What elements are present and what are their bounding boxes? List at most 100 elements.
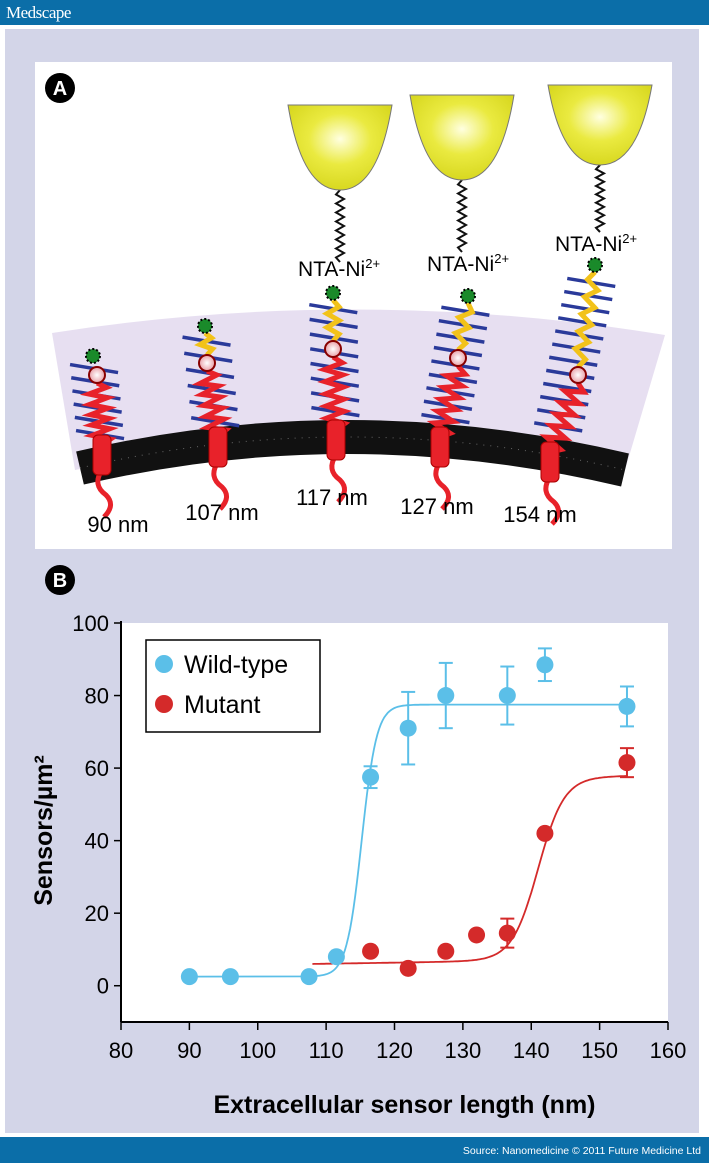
- cytoplasmic-tail: [433, 460, 451, 511]
- sensor-1: [69, 348, 125, 519]
- nta-superscript: 2+: [494, 251, 509, 266]
- footer-bar: Source: Nanomedicine © 2011 Future Medic…: [0, 1137, 709, 1163]
- bead-3: [547, 84, 653, 233]
- cytoplasmic-tail: [95, 468, 113, 519]
- nta-star-icon: [460, 288, 476, 304]
- x-tick-label: 100: [239, 1038, 276, 1063]
- source-credit: Source: Nanomedicine © 2011 Future Medic…: [462, 1145, 701, 1157]
- membrane-lipids: [79, 436, 626, 471]
- x-tick-label: 80: [109, 1038, 133, 1063]
- sensor-2: [182, 318, 240, 511]
- legend-label: Mutant: [184, 691, 260, 719]
- y-tick-label: 20: [85, 901, 109, 926]
- nta-star-icon: [587, 257, 603, 273]
- nta-star-icon: [85, 348, 101, 364]
- sensor-5: [533, 257, 616, 526]
- panel-b-badge: [45, 565, 75, 595]
- legend-label: Wild-type: [184, 651, 288, 679]
- data-point: [399, 959, 417, 977]
- data-point: [498, 687, 516, 705]
- sensor-length-label: 127 nm: [400, 494, 473, 519]
- x-tick-label: 110: [309, 1038, 344, 1063]
- tether: [593, 164, 607, 233]
- x-tick-label: 150: [581, 1038, 618, 1063]
- x-tick-label: 160: [650, 1038, 687, 1063]
- fit-curve-mutant: [312, 775, 627, 965]
- nta-star-icon: [197, 318, 213, 334]
- tether: [455, 179, 469, 253]
- bead-2: [409, 94, 515, 253]
- y-tick-label: 80: [85, 684, 109, 709]
- data-point: [399, 719, 417, 737]
- chart: 0 20 40 60 80 100 80 90 100 110 120 130 140 150 160 Ext…: [30, 611, 686, 1119]
- tag-ball: [449, 349, 467, 367]
- protein-helix: [316, 354, 353, 433]
- sensor-length-label: 90 nm: [87, 512, 148, 537]
- data-point: [327, 948, 345, 966]
- legend-marker: [155, 695, 173, 713]
- data-point: [362, 768, 380, 786]
- panel-a-badge: [45, 73, 75, 103]
- data-point: [536, 824, 554, 842]
- data-point: [221, 968, 239, 986]
- x-tick-label: 140: [513, 1038, 550, 1063]
- legend: [145, 639, 321, 733]
- data-point: [437, 942, 455, 960]
- repeat-domain: [557, 316, 607, 328]
- x-tick-label: 120: [376, 1038, 413, 1063]
- protein-helix: [79, 380, 119, 448]
- linker-helix: [194, 331, 217, 357]
- gold-bead: [409, 94, 515, 181]
- linker-helix: [571, 270, 602, 369]
- sensor-4: [421, 288, 490, 511]
- header-bar: Medscape: [0, 0, 709, 25]
- data-point: [468, 926, 486, 944]
- legend-marker: [155, 655, 173, 673]
- nta-superscript: 2+: [365, 256, 380, 271]
- transmembrane-domain: [430, 426, 450, 468]
- protein-helix: [426, 364, 471, 440]
- y-tick-label: 40: [85, 829, 109, 854]
- tether: [333, 189, 347, 263]
- sensor-diagram: [52, 84, 665, 526]
- linker-helix: [451, 301, 476, 352]
- protein-helix: [191, 368, 233, 439]
- gold-bead: [287, 104, 393, 191]
- data-point: [300, 968, 318, 986]
- data-point: [536, 656, 554, 674]
- sensor-length-label: 154 nm: [503, 502, 576, 527]
- repeat-domain: [548, 355, 598, 367]
- medscape-logo: Medscape: [6, 3, 71, 22]
- panel-a-letter: A: [53, 78, 67, 100]
- gold-bead: [547, 84, 653, 166]
- data-point: [618, 754, 636, 772]
- data-point: [362, 942, 380, 960]
- cytoplasmic-tail: [543, 475, 561, 526]
- repeat-domain: [441, 305, 490, 317]
- data-point: [180, 968, 198, 986]
- tag-ball: [324, 340, 342, 358]
- x-axis-label: Extracellular sensor length (nm): [213, 1091, 595, 1119]
- tag-ball: [569, 366, 587, 384]
- bead-1: [287, 104, 393, 263]
- data-point: [498, 924, 516, 942]
- y-tick-label: 60: [85, 756, 109, 781]
- data-point: [618, 697, 636, 715]
- repeat-domain: [560, 302, 610, 315]
- transmembrane-domain: [92, 434, 112, 476]
- data-point: [437, 687, 455, 705]
- y-tick-label: 100: [72, 611, 109, 636]
- x-tick-label: 130: [445, 1038, 482, 1063]
- transmembrane-domain: [208, 426, 228, 468]
- y-tick-label: 0: [97, 974, 109, 999]
- cytoplasmic-tail: [211, 460, 229, 511]
- x-tick-label: 90: [177, 1038, 201, 1063]
- cytoplasmic-tail: [329, 453, 347, 504]
- sensor-length-label: 117 nm: [296, 485, 368, 510]
- nta-superscript: 2+: [622, 231, 637, 246]
- tag-ball: [198, 354, 216, 372]
- sensor-3: [309, 285, 360, 504]
- y-axis-label: Sensors/µm²: [30, 755, 58, 906]
- tag-ball: [88, 366, 106, 384]
